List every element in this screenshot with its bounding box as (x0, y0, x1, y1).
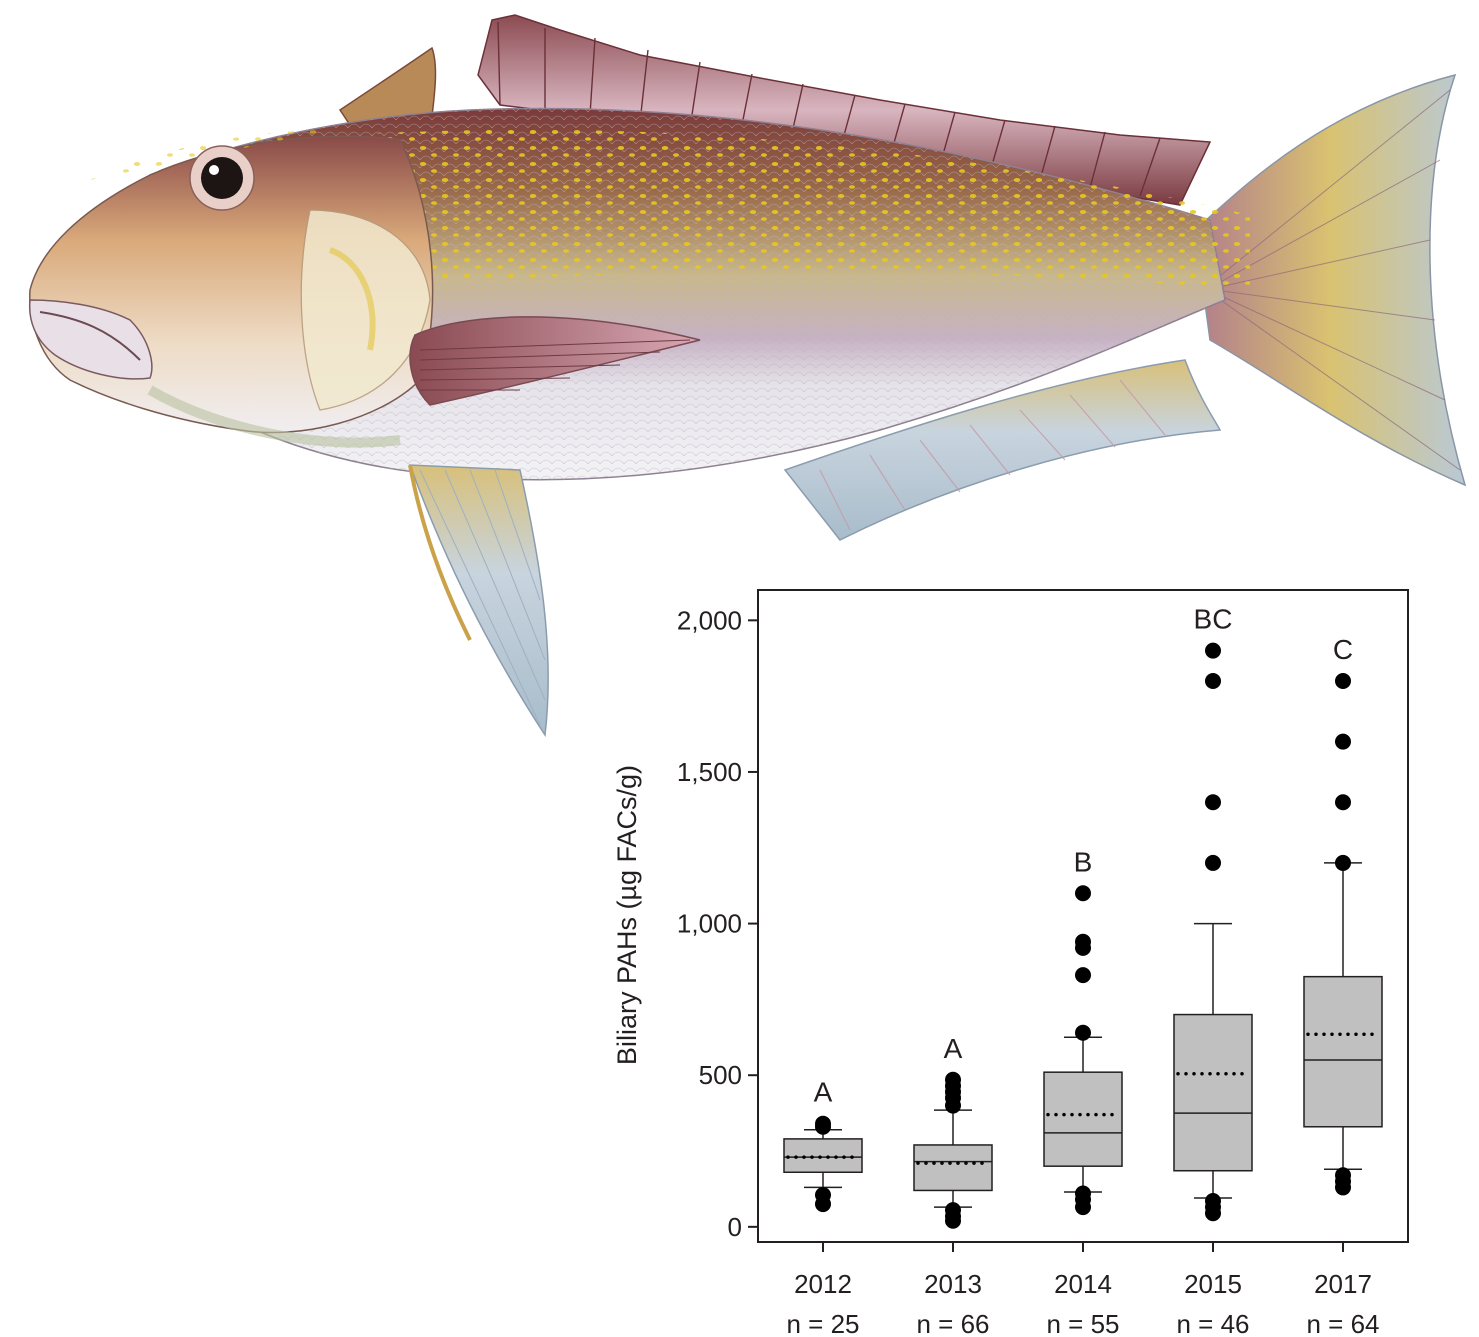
outlier-point (1075, 967, 1091, 984)
significance-letter: C (1333, 634, 1353, 665)
outlier-point (1205, 642, 1221, 659)
outlier-point (1205, 672, 1221, 689)
y-tick-label: 1,000 (677, 909, 742, 939)
x-tick-label: 2014 (1054, 1269, 1112, 1299)
y-tick-label: 2,000 (677, 605, 742, 635)
iqr-box (1173, 1013, 1253, 1172)
x-axis: 2012 n = 25 2013 n = 66 2014 n = 55 2015 n = 46… (786, 1242, 1380, 1337)
y-axis: 0 500 1,000 1,500 2,000 (677, 605, 758, 1242)
outlier-point (1075, 1185, 1091, 1202)
sample-size-label: n = 25 (786, 1309, 859, 1337)
significance-letter: A (944, 1033, 963, 1064)
outlier-point (1335, 1167, 1351, 1184)
boxes: A A B BC C (783, 604, 1383, 1229)
x-tick-label: 2012 (794, 1269, 852, 1299)
outlier-point (1335, 794, 1351, 811)
iqr-box (913, 1144, 993, 1192)
iqr-box (783, 1138, 863, 1174)
x-tick-label: 2017 (1314, 1269, 1372, 1299)
significance-letter: BC (1194, 604, 1233, 635)
sample-size-label: n = 64 (1306, 1309, 1379, 1337)
iqr-box (1303, 975, 1383, 1128)
x-tick-label: 2013 (924, 1269, 982, 1299)
outlier-point (1335, 733, 1351, 750)
y-axis-title: Biliary PAHs (µg FACs/g) (612, 765, 642, 1065)
y-tick-label: 0 (728, 1212, 742, 1242)
outlier-point (945, 1202, 961, 1219)
box-2015: BC (1173, 604, 1253, 1222)
outlier-point (1205, 1193, 1221, 1210)
tilefish-illustration (28, 14, 1467, 738)
x-tick-label: 2015 (1184, 1269, 1242, 1299)
significance-letter: B (1074, 846, 1093, 877)
y-tick-label: 1,500 (677, 757, 742, 787)
outlier-point (815, 1186, 831, 1203)
outlier-point (1205, 854, 1221, 871)
box-2013: A (913, 1033, 993, 1229)
outlier-point (945, 1071, 961, 1088)
outlier-point (1335, 854, 1351, 871)
outlier-point (1075, 1024, 1091, 1041)
outlier-point (815, 1115, 831, 1132)
outlier-point (1335, 672, 1351, 689)
significance-letter: A (814, 1077, 833, 1108)
box-2017: C (1303, 634, 1383, 1196)
outlier-point (1205, 794, 1221, 811)
sample-size-label: n = 66 (916, 1309, 989, 1337)
outlier-point (1075, 933, 1091, 950)
outlier-point (1075, 885, 1091, 902)
box-2012: A (783, 1077, 863, 1213)
box-2014: B (1043, 846, 1123, 1216)
sample-size-label: n = 55 (1046, 1309, 1119, 1337)
y-tick-label: 500 (699, 1060, 742, 1090)
iqr-box (1043, 1071, 1123, 1167)
sample-size-label: n = 46 (1176, 1309, 1249, 1337)
